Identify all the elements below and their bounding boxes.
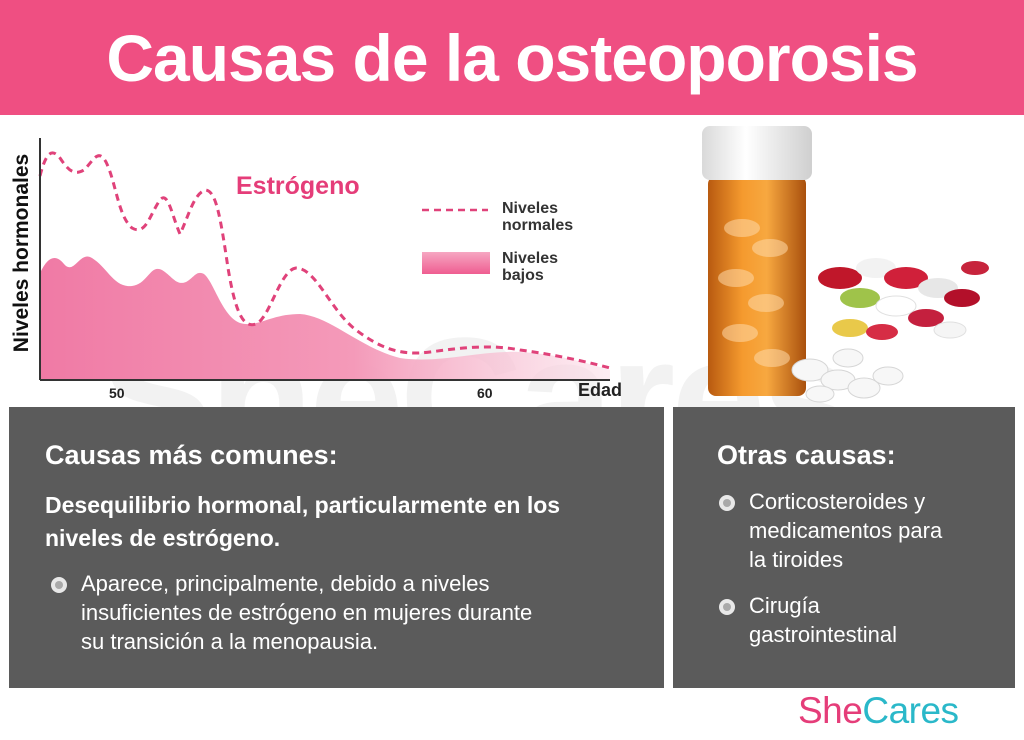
- other-causes-item-1: Corticosteroides y medicamentos para la …: [719, 487, 942, 574]
- common-causes-heading: Causas más comunes:: [45, 440, 338, 470]
- common-causes-lead: Desequilibrio hormonal, particularmente …: [45, 492, 561, 551]
- header-banner: Causas de la osteoporosis: [0, 0, 1024, 115]
- x-tick-50: 50: [109, 385, 125, 401]
- hormone-chart: [38, 138, 611, 381]
- bullet-icon: [51, 577, 67, 593]
- legend-normal: Niveles normales: [502, 200, 574, 234]
- page-title: Causas de la osteoporosis: [106, 20, 918, 95]
- normal-levels-line: [38, 151, 611, 370]
- other-causes-item-2: Cirugía gastrointestinal: [719, 591, 897, 649]
- shecares-logo: SheCares: [798, 690, 959, 731]
- other-causes-heading: Otras causas:: [717, 440, 896, 470]
- y-axis-label: Niveles hormonales: [10, 153, 34, 352]
- bottle-cap: [702, 126, 812, 180]
- estrogen-label: Estrógeno: [236, 172, 360, 200]
- pills-pile: [818, 258, 989, 340]
- common-causes-bullet: Aparece, principalmente, debido a nivele…: [51, 569, 532, 656]
- white-pills: [791, 348, 904, 403]
- x-axis-label: Edad: [578, 380, 623, 400]
- legend-low-mark: [422, 252, 490, 274]
- bullet-icon: [719, 599, 735, 615]
- other-causes-panel: Otras causas: Corticosteroides y medicam…: [673, 407, 1015, 688]
- pill-bottle-image: [702, 126, 989, 403]
- common-causes-panel: Causas más comunes: Desequilibrio hormon…: [9, 407, 664, 688]
- x-tick-60: 60: [477, 385, 493, 401]
- legend-low: Niveles bajos: [502, 250, 559, 284]
- bottle-body: [708, 176, 806, 396]
- low-levels-area: [40, 256, 610, 380]
- bullet-icon: [719, 495, 735, 511]
